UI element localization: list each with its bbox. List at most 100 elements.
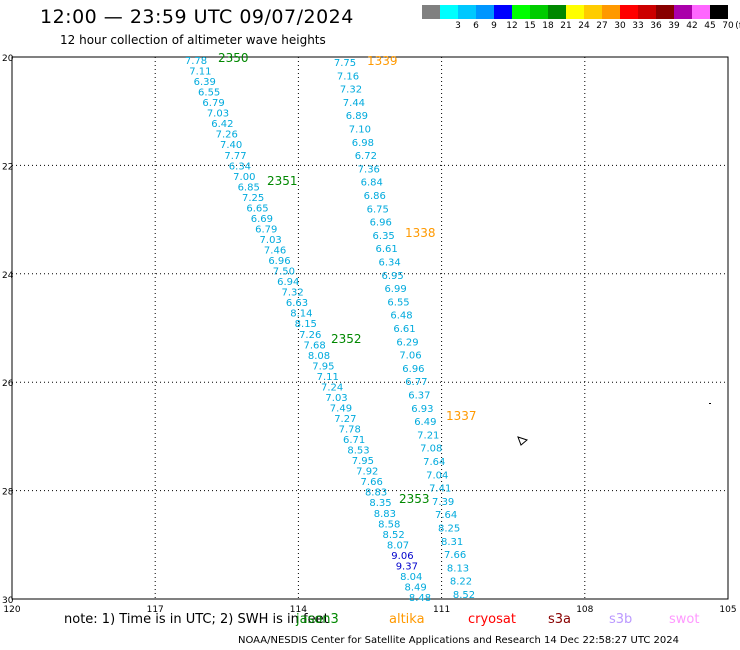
wave-height-point: 8.49 bbox=[404, 582, 426, 593]
longitude-labels: 120 117 114 111 108 105 bbox=[3, 605, 736, 615]
wave-height-point: 7.27 bbox=[334, 414, 356, 425]
color-scale-tick-label: 30 bbox=[614, 21, 626, 31]
wave-height-point: 7.04 bbox=[426, 470, 448, 481]
wave-height-point: 7.64 bbox=[423, 457, 445, 468]
wave-height-point: 6.99 bbox=[384, 284, 406, 295]
color-scale-unit: (ft) bbox=[735, 21, 740, 31]
longitude-label: 114 bbox=[290, 605, 307, 615]
color-swatch bbox=[494, 5, 512, 19]
note-text: note: 1) Time is in UTC; 2) SWH is in fe… bbox=[64, 612, 329, 627]
wave-height-point: 6.75 bbox=[367, 204, 389, 215]
color-scale-tick-label: 15 bbox=[524, 21, 536, 31]
wave-height-point: 7.03 bbox=[325, 393, 347, 404]
color-swatch bbox=[638, 5, 656, 19]
wave-height-point: 7.66 bbox=[444, 550, 466, 561]
wave-height-point: 7.00 bbox=[233, 172, 255, 183]
wave-height-point: 6.95 bbox=[381, 271, 403, 282]
map-frame bbox=[11, 56, 729, 600]
wave-height-point: 6.34 bbox=[229, 161, 251, 172]
wave-height-point: 7.24 bbox=[321, 382, 343, 393]
wave-height-point: 7.68 bbox=[303, 340, 325, 351]
color-scale-tick-label: 33 bbox=[632, 21, 644, 31]
color-swatch bbox=[422, 5, 440, 19]
wave-height-point: 6.85 bbox=[238, 182, 260, 193]
wave-height-point: 6.48 bbox=[390, 311, 412, 322]
wave-height-point: 7.11 bbox=[189, 67, 211, 78]
satellite-legend-item: jason3 bbox=[296, 612, 339, 627]
wave-height-point: 8.58 bbox=[378, 519, 400, 530]
wave-height-point: 8.35 bbox=[369, 498, 391, 509]
pass-number-label: 2352 bbox=[331, 332, 362, 346]
wave-height-point: 6.96 bbox=[402, 364, 424, 375]
wave-height-point: 6.37 bbox=[408, 391, 430, 402]
color-scale-tick-label: 18 bbox=[542, 21, 554, 31]
color-swatch bbox=[656, 5, 674, 19]
wave-height-point: 6.65 bbox=[246, 203, 268, 214]
wave-height-point: 8.15 bbox=[295, 319, 317, 330]
latitude-label: 30 bbox=[2, 596, 14, 606]
wave-height-point: 6.39 bbox=[194, 77, 216, 88]
wave-height-point: 6.69 bbox=[251, 214, 273, 225]
latitude-labels: 20 22 24 26 28 30 bbox=[2, 54, 14, 606]
wave-height-point: 6.34 bbox=[378, 258, 400, 269]
wave-height-point: 7.95 bbox=[312, 361, 334, 372]
latitude-label: 22 bbox=[2, 162, 13, 172]
satellite-legend-item: s3b bbox=[609, 612, 633, 627]
pass-number-label: 2350 bbox=[218, 51, 249, 65]
color-scale-tick-label: 70 bbox=[722, 21, 734, 31]
wave-height-point: 7.06 bbox=[399, 351, 421, 362]
color-scale-tick-label: 39 bbox=[668, 21, 680, 31]
satellite-legend-item: altika bbox=[389, 612, 425, 627]
wave-height-point: 7.46 bbox=[264, 246, 286, 257]
color-swatch bbox=[512, 5, 530, 19]
pass-number-label: 2353 bbox=[399, 492, 430, 506]
pass-number-label: 1338 bbox=[405, 226, 436, 240]
page-subtitle: 12 hour collection of altimeter wave hei… bbox=[60, 33, 326, 47]
wave-height-point: 9.37 bbox=[396, 561, 418, 572]
wave-height-point: 6.89 bbox=[346, 111, 368, 122]
wave-height-point: 8.31 bbox=[441, 537, 463, 548]
wave-height-point: 6.63 bbox=[286, 298, 308, 309]
wave-height-point: 6.79 bbox=[255, 224, 277, 235]
color-scale-tick-label: 36 bbox=[650, 21, 662, 31]
satellite-legend-item: s3a bbox=[548, 612, 572, 627]
wave-height-point: 7.50 bbox=[273, 267, 295, 278]
wave-height-point: 7.26 bbox=[216, 130, 238, 141]
color-scale-tick-label: 21 bbox=[560, 21, 572, 31]
longitude-label: 111 bbox=[433, 605, 450, 615]
color-swatch bbox=[692, 5, 710, 19]
latitude-label: 24 bbox=[2, 271, 14, 281]
color-swatch bbox=[530, 5, 548, 19]
wave-height-point: 7.44 bbox=[343, 98, 365, 109]
page-title: 12:00 — 23:59 UTC 09/07/2024 bbox=[40, 6, 354, 28]
wave-height-point: 8.53 bbox=[347, 446, 369, 457]
wave-height-point: 8.07 bbox=[387, 540, 409, 551]
wave-height-point: 8.83 bbox=[365, 488, 387, 499]
wave-height-point: 9.06 bbox=[391, 551, 413, 562]
wave-height-point: 7.03 bbox=[260, 235, 282, 246]
wave-height-point: 6.35 bbox=[373, 231, 395, 242]
wave-height-point: 7.16 bbox=[337, 71, 359, 82]
wave-height-point: 6.71 bbox=[343, 435, 365, 446]
wave-height-point: 7.77 bbox=[224, 151, 246, 162]
wave-height-point: 7.36 bbox=[358, 164, 380, 175]
wave-height-point: 7.26 bbox=[299, 330, 321, 341]
color-swatch bbox=[566, 5, 584, 19]
color-scale-tick-label: 24 bbox=[578, 21, 590, 31]
longitude-label: 108 bbox=[576, 605, 593, 615]
latitude-label: 20 bbox=[2, 54, 14, 64]
wave-height-point: 7.95 bbox=[352, 456, 374, 467]
color-swatch bbox=[602, 5, 620, 19]
wave-height-point: 7.08 bbox=[420, 444, 442, 455]
color-swatch bbox=[620, 5, 638, 19]
color-swatch bbox=[548, 5, 566, 19]
wave-height-point: 6.98 bbox=[352, 138, 374, 149]
wave-height-point: 7.25 bbox=[242, 193, 264, 204]
wave-height-point: 6.93 bbox=[411, 404, 433, 415]
wave-height-point: 8.04 bbox=[400, 572, 422, 583]
wave-height-point: 6.96 bbox=[370, 218, 392, 229]
wave-height-point: 8.14 bbox=[290, 309, 312, 320]
wave-height-point: 7.10 bbox=[349, 125, 371, 136]
wave-height-point: 8.83 bbox=[374, 509, 396, 520]
pass-number-label: 1339 bbox=[367, 54, 398, 68]
